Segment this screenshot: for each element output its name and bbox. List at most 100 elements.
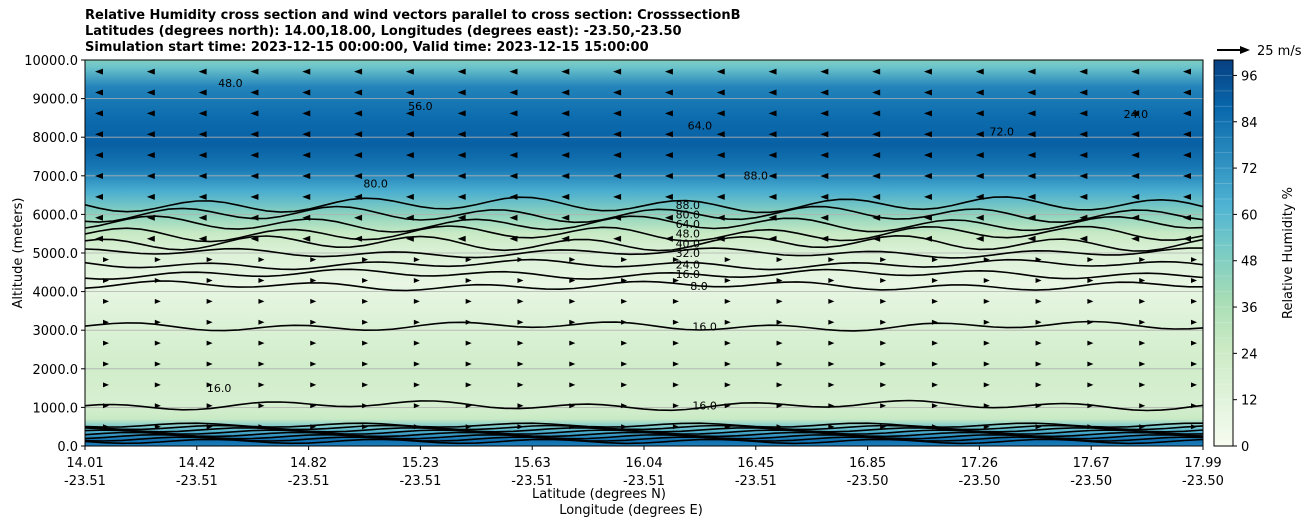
wind-arrow	[405, 235, 414, 242]
wind-arrow	[613, 235, 622, 242]
wind-arrow	[405, 214, 414, 221]
wind-arrow	[664, 214, 673, 221]
colorbar-label: Relative Humidity %	[1281, 187, 1296, 319]
x-tick-label-latitude: 16.85	[849, 456, 886, 471]
x-tick-label-longitude: -23.51	[399, 474, 441, 489]
wind-arrow	[310, 277, 317, 283]
x-tick-label-longitude: -23.51	[623, 474, 665, 489]
wind-arrow	[413, 319, 420, 325]
wind-arrow	[716, 110, 725, 117]
wind-arrow	[258, 340, 265, 346]
wind-arrow	[776, 361, 783, 367]
wind-arrow	[1079, 68, 1088, 75]
wind-arrow	[465, 403, 472, 409]
wind-arrow	[828, 424, 835, 430]
y-tick-label: 2000.0	[33, 363, 79, 378]
wind-arrow	[1087, 257, 1094, 263]
wind-arrow	[354, 68, 363, 75]
wind-arrow	[1183, 131, 1191, 138]
wind-arrow	[362, 424, 369, 430]
wind-arrow	[880, 424, 887, 430]
wind-arrow	[354, 214, 363, 221]
wind-arrow	[1087, 361, 1094, 367]
contour-line	[85, 320, 1203, 332]
y-tick-label: 0.0	[57, 440, 78, 455]
wind-arrow	[672, 382, 679, 388]
wind-arrow	[672, 424, 679, 430]
wind-arrow	[880, 277, 887, 283]
wind-arrow	[1183, 173, 1191, 180]
wind-arrow	[1027, 110, 1036, 117]
wind-arrow	[1131, 152, 1140, 159]
contour-line	[85, 215, 1203, 233]
wind-arrow	[975, 131, 984, 138]
wind-arrow	[569, 298, 576, 304]
wind-arrow	[1191, 340, 1197, 346]
wind-arrow	[716, 68, 725, 75]
wind-arrow	[362, 257, 369, 263]
wind-arrow	[664, 68, 673, 75]
x-axis-label-latitude: Latitude (degrees N)	[532, 487, 666, 502]
wind-arrow	[872, 214, 881, 221]
wind-arrow	[95, 110, 103, 117]
wind-arrow	[820, 235, 829, 242]
wind-arrow	[206, 382, 213, 388]
wind-arrow	[517, 319, 524, 325]
wind-arrow	[405, 173, 414, 180]
wind-arrow	[724, 403, 731, 409]
wind-arrow	[1087, 340, 1094, 346]
wind-arrow	[768, 193, 777, 200]
wind-arrow	[613, 68, 622, 75]
wind-arrow	[828, 257, 835, 263]
wind-arrow	[103, 424, 109, 430]
wind-arrow	[828, 298, 835, 304]
wind-arrow	[1131, 235, 1140, 242]
colorbar-gradient	[1214, 60, 1233, 446]
wind-arrow	[1191, 382, 1197, 388]
colorbar-frame	[1213, 59, 1234, 447]
contour-line	[85, 205, 1203, 224]
wind-arrow	[457, 193, 466, 200]
wind-arrow	[1035, 319, 1042, 325]
wind-arrow	[672, 298, 679, 304]
wind-arrow	[983, 361, 990, 367]
wind-arrow	[413, 382, 420, 388]
wind-arrow	[310, 382, 317, 388]
wind-arrow	[1035, 424, 1042, 430]
wind-arrow	[768, 152, 777, 159]
wind-arrow	[880, 361, 887, 367]
wind-arrow	[872, 89, 881, 96]
wind-arrow	[569, 382, 576, 388]
wind-arrow	[146, 152, 155, 159]
wind-arrow	[1139, 298, 1146, 304]
wind-arrow	[1087, 382, 1094, 388]
wind-arrow	[413, 277, 420, 283]
wind-arrow	[621, 424, 628, 430]
wind-arrow	[1139, 361, 1146, 367]
wind-arrow	[828, 403, 835, 409]
wind-arrow	[258, 361, 265, 367]
wind-arrow	[561, 68, 570, 75]
wind-arrow	[975, 152, 984, 159]
wind-arrow	[1131, 68, 1140, 75]
wind-arrow	[923, 152, 932, 159]
wind-arrow	[1027, 152, 1036, 159]
plot-area: 88.080.064.048.040.032.024.016.08.016.01…	[84, 59, 1204, 447]
wind-arrow	[716, 89, 725, 96]
wind-arrow	[154, 298, 161, 304]
wind-arrow	[146, 193, 155, 200]
colorbar-bands	[1214, 74, 1233, 432]
wind-arrow	[457, 131, 466, 138]
wind-arrow	[517, 361, 524, 367]
wind-arrow	[509, 110, 518, 117]
wind-arrow	[198, 173, 207, 180]
wind-arrow	[880, 257, 887, 263]
wind-arrow	[198, 89, 207, 96]
wind-arrow	[95, 68, 103, 75]
wind-arrow	[872, 193, 881, 200]
wind-arrow	[716, 131, 725, 138]
wind-arrow	[1139, 382, 1146, 388]
x-tick-label-latitude: 15.63	[514, 456, 551, 471]
wind-arrow	[362, 382, 369, 388]
x-tick-label-latitude: 17.26	[961, 456, 998, 471]
